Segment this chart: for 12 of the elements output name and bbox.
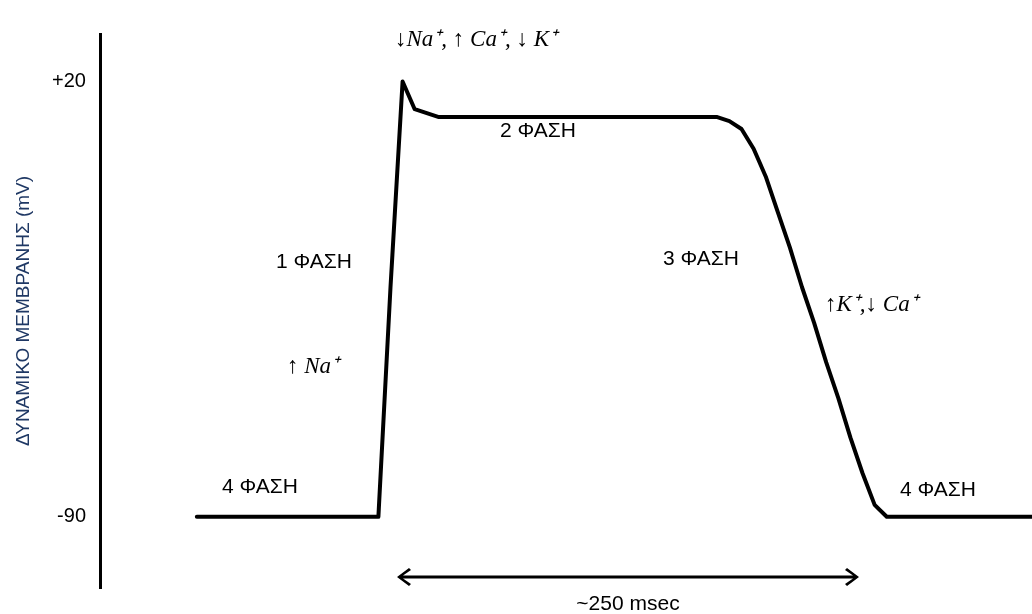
annotation: ↑K⁺,↓ Ca⁺ xyxy=(825,291,921,317)
annotation: 1 ΦΑΣΗ xyxy=(276,248,352,272)
annotation: 4 ΦΑΣΗ xyxy=(222,473,298,497)
annotation: 3 ΦΑΣΗ xyxy=(663,245,739,269)
annotation: 4 ΦΑΣΗ xyxy=(900,476,976,500)
annotation: ↓Na⁺, ↑ Ca⁺, ↓ K⁺ xyxy=(395,26,561,52)
text: ~250 msec xyxy=(576,590,680,614)
y-tick-label: +20 xyxy=(52,69,86,91)
annotation: ↑ Na⁺ xyxy=(287,353,343,379)
annotation: 2 ΦΑΣΗ xyxy=(500,117,576,141)
y-tick-label: -90 xyxy=(57,504,86,527)
y-axis-title: ΔΥΝΑΜΙΚΟ ΜΕΜΒΡΑΝΗΣ (mV) xyxy=(11,175,33,447)
